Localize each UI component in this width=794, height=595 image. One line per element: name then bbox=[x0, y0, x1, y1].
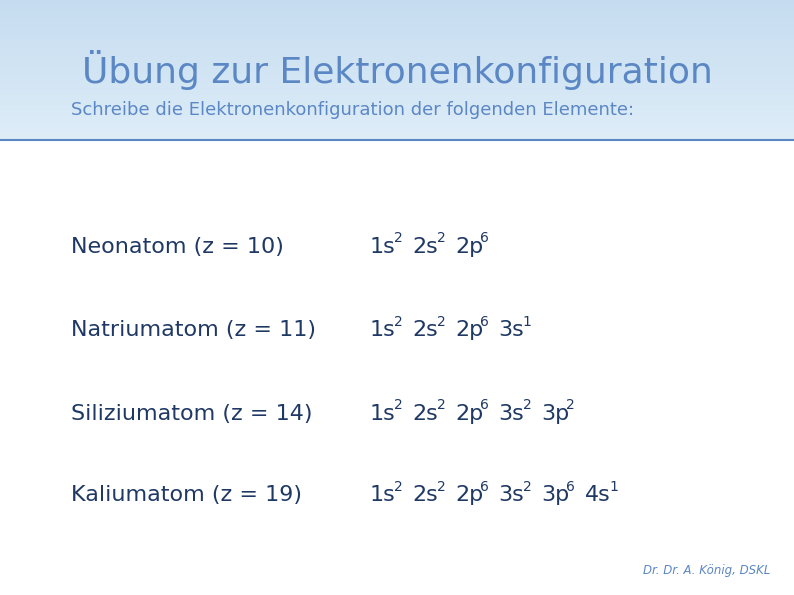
Text: 2: 2 bbox=[437, 398, 445, 412]
Text: 6: 6 bbox=[480, 315, 488, 329]
Text: 2p: 2p bbox=[456, 237, 484, 257]
Text: 1s: 1s bbox=[369, 320, 395, 340]
Text: 3s: 3s bbox=[499, 320, 524, 340]
Text: 3s: 3s bbox=[499, 403, 524, 424]
Text: 2: 2 bbox=[437, 480, 445, 494]
Text: 3s: 3s bbox=[499, 485, 524, 505]
Text: 2: 2 bbox=[437, 315, 445, 329]
Text: 3p: 3p bbox=[542, 485, 570, 505]
Text: 2: 2 bbox=[437, 231, 445, 246]
Text: 1s: 1s bbox=[369, 403, 395, 424]
Text: 6: 6 bbox=[480, 398, 488, 412]
Text: Neonatom (z = 10): Neonatom (z = 10) bbox=[71, 237, 284, 257]
Text: Schreibe die Elektronenkonfiguration der folgenden Elemente:: Schreibe die Elektronenkonfiguration der… bbox=[71, 101, 634, 119]
Text: 2: 2 bbox=[394, 231, 403, 246]
Text: 2: 2 bbox=[394, 398, 403, 412]
Text: 6: 6 bbox=[566, 480, 575, 494]
Text: 2s: 2s bbox=[412, 320, 438, 340]
Text: 1s: 1s bbox=[369, 485, 395, 505]
Text: 2p: 2p bbox=[456, 403, 484, 424]
Text: 2s: 2s bbox=[412, 403, 438, 424]
Text: 2: 2 bbox=[566, 398, 575, 412]
Text: 2p: 2p bbox=[456, 485, 484, 505]
Text: Dr. Dr. A. König, DSKL: Dr. Dr. A. König, DSKL bbox=[643, 564, 770, 577]
Text: 2: 2 bbox=[394, 480, 403, 494]
Text: 4s: 4s bbox=[584, 485, 611, 505]
Text: 1: 1 bbox=[609, 480, 618, 494]
Text: Siliziumatom (z = 14): Siliziumatom (z = 14) bbox=[71, 403, 313, 424]
Text: 6: 6 bbox=[480, 231, 488, 246]
Text: 2s: 2s bbox=[412, 237, 438, 257]
Text: Übung zur Elektronenkonfiguration: Übung zur Elektronenkonfiguration bbox=[82, 50, 712, 90]
Text: 2: 2 bbox=[394, 315, 403, 329]
Text: 2s: 2s bbox=[412, 485, 438, 505]
Text: 2p: 2p bbox=[456, 320, 484, 340]
Text: 6: 6 bbox=[480, 480, 488, 494]
Text: 2: 2 bbox=[523, 398, 532, 412]
Text: Natriumatom (z = 11): Natriumatom (z = 11) bbox=[71, 320, 317, 340]
Text: 3p: 3p bbox=[542, 403, 570, 424]
Text: Kaliumatom (z = 19): Kaliumatom (z = 19) bbox=[71, 485, 303, 505]
Text: 2: 2 bbox=[523, 480, 532, 494]
Text: 1: 1 bbox=[523, 315, 532, 329]
Text: 1s: 1s bbox=[369, 237, 395, 257]
